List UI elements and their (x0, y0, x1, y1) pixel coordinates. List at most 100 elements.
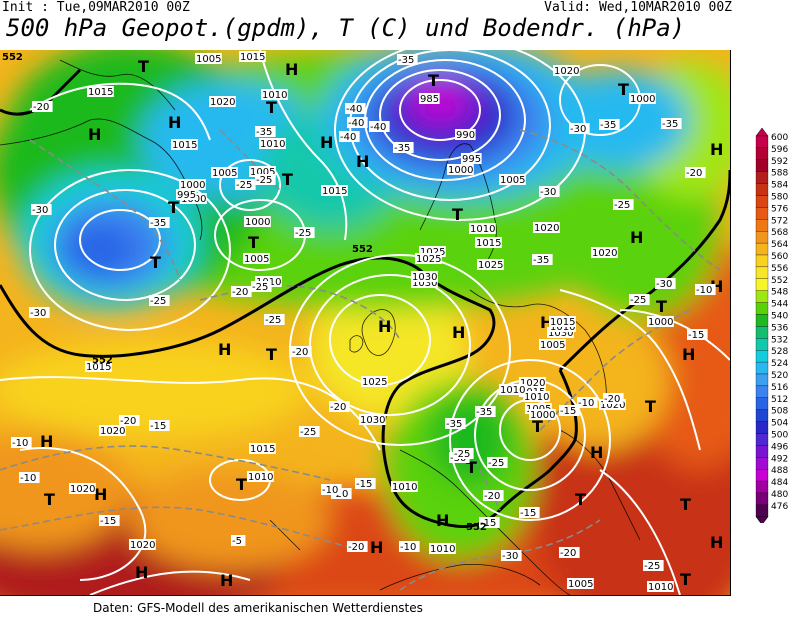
temperature-label: -25 (265, 315, 281, 326)
temperature-label-box (569, 123, 590, 134)
temperature-label-box (99, 515, 120, 526)
isobar-label: 1005 (250, 167, 275, 178)
low-marker: T (266, 345, 277, 364)
isobar-label: 1005 (196, 54, 221, 65)
isobar-label-box (244, 216, 271, 227)
legend-label: 588 (771, 169, 788, 179)
temperature-label: -30 (540, 187, 556, 198)
isobar-label: 1005 (212, 168, 237, 179)
isobar-label: 1020 (592, 248, 617, 259)
temperature-label: -25 (488, 458, 504, 469)
isobar-label: 1005 (244, 254, 269, 265)
isobar-label: 1020 (600, 400, 625, 411)
temperature-label: -35 (476, 407, 492, 418)
isobar-label: 1010 (262, 90, 287, 101)
isobar-label: 1020 (520, 378, 545, 389)
temperature-label: -20 (330, 402, 346, 413)
temperature-label: -25 (252, 282, 268, 293)
legend-swatch (755, 290, 769, 303)
isobar-label-box (477, 259, 504, 270)
temperature-label: -25 (614, 200, 630, 211)
legend-swatch (755, 504, 769, 517)
isobar-label: 990 (456, 130, 475, 141)
temperature-label-box (299, 426, 320, 437)
isobar-label: 1010 (260, 139, 285, 150)
legend-label: 540 (771, 312, 788, 322)
temperature-label-box (643, 560, 664, 571)
low-marker: T (618, 80, 629, 99)
low-marker: T (656, 297, 667, 316)
legend-label: 524 (771, 359, 788, 369)
height-label: 552 (466, 522, 487, 533)
valid-time: Valid: Wed,10MAR2010 00Z (544, 0, 732, 15)
temperature-labels: -20-35-35-40-40-40-40-35-30 -35 -35-25-25-… (11, 54, 716, 572)
chart-title: 500 hPa Geopot.(gpdm), T (C) und Bodendr… (6, 14, 686, 42)
isobar-label: 1005 (500, 175, 525, 186)
isobar-label: 1000 (180, 180, 205, 191)
legend-label: 592 (771, 157, 788, 167)
isobar-label-box (99, 425, 126, 436)
isobar-label-box (249, 443, 276, 454)
temperature-label-box (629, 294, 650, 305)
legend-swatch (755, 385, 769, 398)
height-labels: 552 552 552 552 (2, 52, 487, 533)
isobar-label-box (415, 253, 442, 264)
high-marker: H (710, 140, 723, 159)
temperature-label: -25 (295, 228, 311, 239)
legend-swatch (755, 338, 769, 351)
legend-swatch (755, 373, 769, 387)
low-marker: T (645, 397, 656, 416)
temperature-label: -40 (340, 132, 356, 143)
isobar-label: 1010 (392, 482, 417, 493)
isobar-label-box (647, 581, 674, 592)
isobar-label-box (599, 399, 626, 410)
isobar-label-box (249, 166, 276, 177)
temperature-label-box (11, 437, 32, 448)
temperature-label-box (559, 547, 580, 558)
isobar-label: 1015 (172, 140, 197, 151)
isobar-label: 1010 (470, 224, 495, 235)
temperature-label-box (685, 167, 706, 178)
temperature-label: -30 (502, 551, 518, 562)
legend-swatch (755, 135, 769, 149)
isobar-label: 1020 (554, 66, 579, 77)
high-marker: H (94, 485, 107, 504)
isobar-label: 1015 (250, 444, 275, 455)
temperature-label-box (577, 397, 598, 408)
legend-label: 496 (771, 442, 788, 452)
isobar-label-box (361, 376, 388, 387)
isobar-label-box (647, 316, 674, 327)
high-marker: H (710, 533, 723, 552)
temperature-label-box (559, 405, 580, 416)
isobar-label-box (591, 247, 618, 258)
high-marker: H (285, 60, 298, 79)
isobar-label: 1000 (648, 317, 673, 328)
temperature-label: -35 (600, 120, 616, 131)
legend-label: 488 (771, 466, 788, 476)
temperature-label: -10 (12, 438, 28, 449)
legend-swatch (755, 314, 769, 327)
temperature-label-box (599, 119, 620, 130)
temperature-label-box (347, 117, 368, 128)
temperature-label-box (251, 281, 272, 292)
isobar-label-box (529, 409, 556, 420)
temperature-label: -25 (236, 180, 252, 191)
low-marker: T (428, 71, 439, 90)
legend-label: 548 (771, 288, 788, 298)
isobar-label: 1030 (548, 328, 573, 339)
temperature-label-box (119, 415, 140, 426)
temperature-label: -35 (398, 55, 414, 66)
isobar-label: 1020 (100, 426, 125, 437)
legend-swatch (755, 480, 769, 494)
legend-swatch (755, 171, 769, 184)
legend-swatch (755, 492, 769, 506)
temperature-label: -5 (232, 536, 242, 547)
isobar-label-box (209, 96, 236, 107)
temperature-label: -15 (520, 508, 536, 519)
legend-label: 556 (771, 264, 788, 274)
legend-swatch (755, 147, 769, 160)
temperature-label-box (483, 490, 504, 501)
temperature-label: -20 (348, 542, 364, 553)
legend-swatch (755, 350, 769, 363)
